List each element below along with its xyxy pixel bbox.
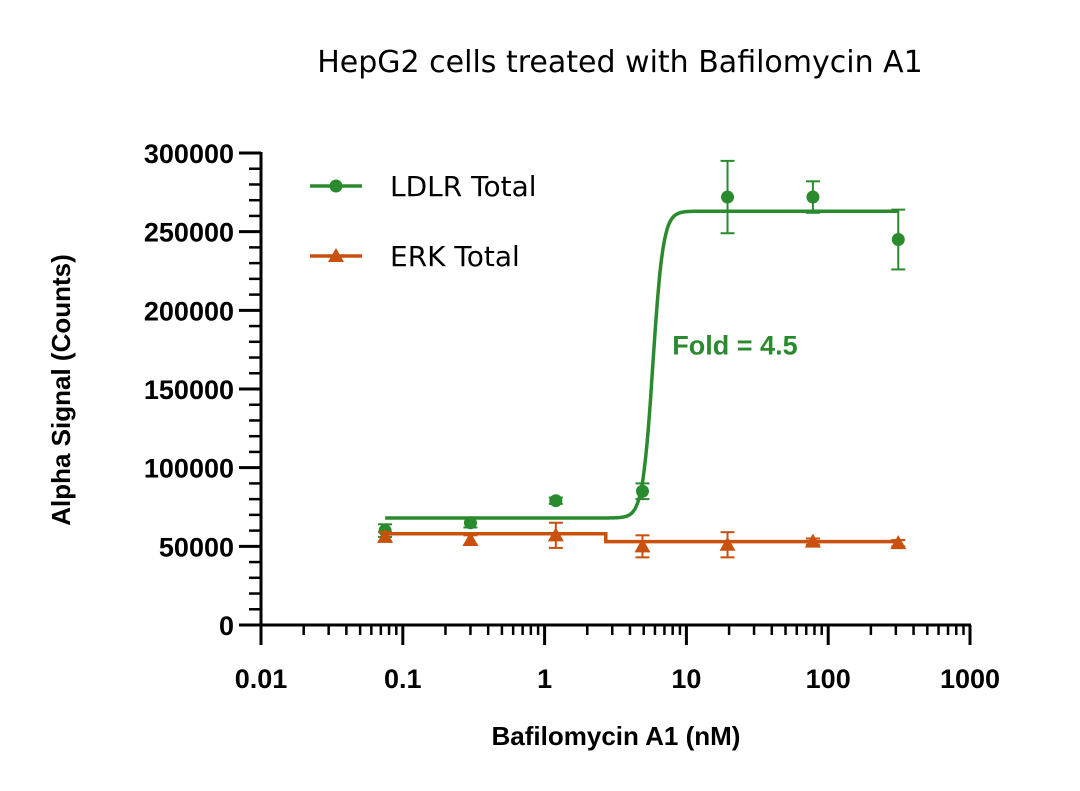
x-tick-label: 0.01 [235,664,288,694]
data-point [547,527,564,542]
data-point [377,528,394,543]
y-axis: 0 50000 100000 150000 200000 250000 300000 [144,139,263,641]
x-axis: 0.01 0.1 1 10 100 1000 [235,623,1000,694]
y-tick-label: 0 [219,611,234,641]
data-point [549,494,563,508]
legend-marker [329,179,343,193]
data-point [806,190,820,204]
legend-label: LDLR Total [390,170,537,203]
y-tick-label: 150000 [144,375,234,405]
y-axis-title: Alpha Signal (Counts) [46,254,76,526]
x-tick-label: 0.1 [384,664,422,694]
x-tick-label: 100 [806,664,851,694]
data-point [890,535,907,550]
x-tick-label: 1 [537,664,552,694]
data-point [463,516,477,530]
data-point [719,536,736,551]
series-ldlr-total [378,159,906,538]
x-tick-label: 1000 [940,664,1000,694]
legend-label: ERK Total [390,240,520,273]
series-erk-total [377,521,907,559]
y-tick-label: 100000 [144,454,234,484]
data-point [891,233,905,247]
data-point [462,532,479,547]
x-axis-title: Bafilomycin A1 (nM) [492,721,741,751]
data-point [635,484,649,498]
data-point [721,190,735,204]
legend: LDLR Total ERK Total [310,170,537,273]
data-point [634,538,651,553]
annotations: Fold = 4.5 [672,330,797,360]
legend-entry-ldlr-total: LDLR Total [310,170,537,203]
plot-area [377,159,907,559]
x-tick-label: 10 [671,664,701,694]
y-tick-label: 250000 [144,218,234,248]
y-tick-label: 200000 [144,296,234,326]
legend-entry-erk-total: ERK Total [310,240,520,273]
fit-curve-erk-total [385,531,899,544]
y-tick-label: 300000 [144,139,234,169]
y-tick-label: 50000 [159,532,234,562]
data-point [804,533,821,548]
legend-marker [328,248,344,262]
chart-title: HepG2 cells treated with Bafilomycin A1 [317,45,923,80]
annotation-fold: Fold = 4.5 [672,330,797,360]
